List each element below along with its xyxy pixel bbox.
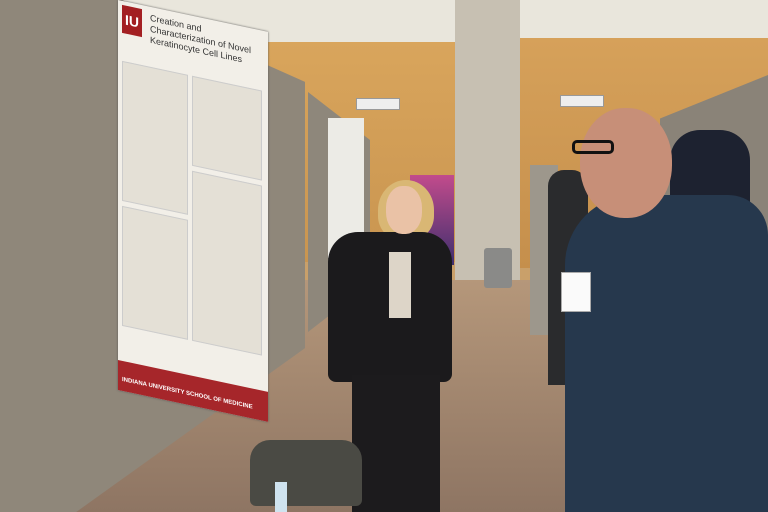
poster-section: [122, 205, 188, 340]
poster-section: [192, 170, 262, 356]
backpack: [250, 440, 362, 506]
research-poster: IU Creation and Characterization of Nove…: [118, 0, 268, 422]
presenter-trousers: [352, 375, 440, 512]
iu-logo: IU: [122, 4, 142, 38]
visitor-jacket: [565, 195, 768, 512]
trash-bin: [484, 248, 512, 288]
poster-section: [192, 75, 262, 181]
wall-vent: [560, 95, 604, 107]
pillar: [455, 0, 520, 290]
glasses: [572, 140, 614, 154]
visitor-head: [580, 108, 672, 218]
presenter-face: [386, 186, 422, 234]
name-badge: [561, 272, 591, 312]
presenter-shirt: [389, 252, 411, 318]
poster-section: [122, 60, 188, 215]
wall-vent: [356, 98, 400, 110]
water-bottle: [275, 482, 287, 512]
